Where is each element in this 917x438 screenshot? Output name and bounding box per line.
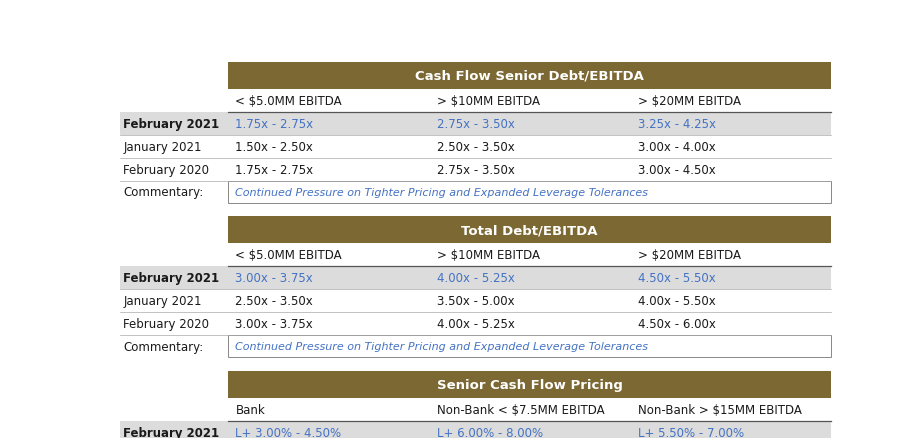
Text: Cash Flow Senior Debt/EBITDA: Cash Flow Senior Debt/EBITDA: [415, 70, 644, 83]
Text: 4.00x - 5.25x: 4.00x - 5.25x: [436, 272, 514, 285]
Text: 2.50x - 3.50x: 2.50x - 3.50x: [236, 295, 314, 307]
Text: Commentary:: Commentary:: [123, 186, 204, 199]
FancyBboxPatch shape: [120, 267, 831, 290]
FancyBboxPatch shape: [120, 313, 831, 336]
FancyBboxPatch shape: [228, 336, 831, 357]
Text: > $20MM EBITDA: > $20MM EBITDA: [637, 249, 741, 262]
Text: Continued Pressure on Tighter Pricing and Expanded Leverage Tolerances: Continued Pressure on Tighter Pricing an…: [236, 187, 648, 198]
Text: > $20MM EBITDA: > $20MM EBITDA: [637, 95, 741, 108]
Text: 3.00x - 4.00x: 3.00x - 4.00x: [637, 141, 715, 153]
FancyBboxPatch shape: [228, 217, 831, 244]
Text: February 2021: February 2021: [123, 272, 219, 285]
FancyBboxPatch shape: [228, 181, 831, 203]
Text: Continued Pressure on Tighter Pricing and Expanded Leverage Tolerances: Continued Pressure on Tighter Pricing an…: [236, 342, 648, 351]
Text: February 2020: February 2020: [123, 318, 209, 331]
Text: 2.75x - 3.50x: 2.75x - 3.50x: [436, 163, 514, 177]
Text: L+ 3.00% - 4.50%: L+ 3.00% - 4.50%: [236, 426, 341, 438]
FancyBboxPatch shape: [120, 159, 831, 181]
Text: Senior Cash Flow Pricing: Senior Cash Flow Pricing: [436, 378, 623, 391]
Text: January 2021: January 2021: [123, 141, 202, 153]
Text: 3.00x - 3.75x: 3.00x - 3.75x: [236, 318, 314, 331]
Text: 3.50x - 5.00x: 3.50x - 5.00x: [436, 295, 514, 307]
Text: 2.50x - 3.50x: 2.50x - 3.50x: [436, 141, 514, 153]
FancyBboxPatch shape: [228, 371, 831, 398]
Text: 2.75x - 3.50x: 2.75x - 3.50x: [436, 117, 514, 131]
Text: > $10MM EBITDA: > $10MM EBITDA: [436, 249, 539, 262]
Text: > $10MM EBITDA: > $10MM EBITDA: [436, 95, 539, 108]
Text: 3.00x - 3.75x: 3.00x - 3.75x: [236, 272, 314, 285]
Text: Non-Bank > $15MM EBITDA: Non-Bank > $15MM EBITDA: [637, 403, 801, 416]
Text: 1.75x - 2.75x: 1.75x - 2.75x: [236, 163, 314, 177]
Text: 1.75x - 2.75x: 1.75x - 2.75x: [236, 117, 314, 131]
Text: 4.50x - 6.00x: 4.50x - 6.00x: [637, 318, 715, 331]
Text: 4.50x - 5.50x: 4.50x - 5.50x: [637, 272, 715, 285]
Text: L+ 6.00% - 8.00%: L+ 6.00% - 8.00%: [436, 426, 543, 438]
FancyBboxPatch shape: [228, 63, 831, 90]
Text: January 2021: January 2021: [123, 295, 202, 307]
FancyBboxPatch shape: [120, 421, 831, 438]
Text: < $5.0MM EBITDA: < $5.0MM EBITDA: [236, 95, 342, 108]
FancyBboxPatch shape: [120, 290, 831, 313]
Text: 4.00x - 5.25x: 4.00x - 5.25x: [436, 318, 514, 331]
Text: February 2021: February 2021: [123, 426, 219, 438]
Text: February 2021: February 2021: [123, 117, 219, 131]
Text: Non-Bank < $7.5MM EBITDA: Non-Bank < $7.5MM EBITDA: [436, 403, 604, 416]
Text: 3.00x - 4.50x: 3.00x - 4.50x: [637, 163, 715, 177]
Text: < $5.0MM EBITDA: < $5.0MM EBITDA: [236, 249, 342, 262]
Text: 3.25x - 4.25x: 3.25x - 4.25x: [637, 117, 715, 131]
FancyBboxPatch shape: [120, 135, 831, 159]
Text: Bank: Bank: [236, 403, 265, 416]
FancyBboxPatch shape: [120, 113, 831, 135]
Text: 1.50x - 2.50x: 1.50x - 2.50x: [236, 141, 314, 153]
Text: 4.00x - 5.50x: 4.00x - 5.50x: [637, 295, 715, 307]
Text: Commentary:: Commentary:: [123, 340, 204, 353]
Text: Total Debt/EBITDA: Total Debt/EBITDA: [461, 224, 598, 237]
Text: L+ 5.50% - 7.00%: L+ 5.50% - 7.00%: [637, 426, 744, 438]
Text: February 2020: February 2020: [123, 163, 209, 177]
